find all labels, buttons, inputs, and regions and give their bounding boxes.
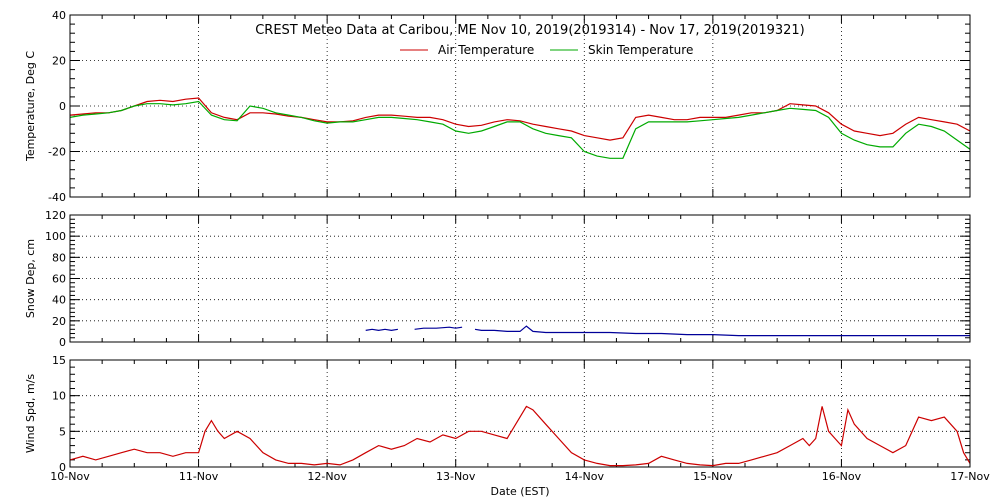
series-line-temperature-skin-temperature xyxy=(69,100,971,159)
panel-frame xyxy=(69,14,971,198)
series-line-snow xyxy=(414,326,463,330)
y-tick-label: 120 xyxy=(45,209,66,222)
x-tick-label: 16-Nov xyxy=(822,470,862,483)
y-axis-label: Temperature, Deg C xyxy=(24,51,37,162)
y-tick-label: 0 xyxy=(59,100,66,113)
panel-frame xyxy=(69,214,971,343)
legend-label-skin: Skin Temperature xyxy=(588,43,693,57)
panel-snow: 0 20 40 60 80 100 120 Snow Dep, cm xyxy=(24,209,971,349)
legend: Air Temperature Skin Temperature xyxy=(400,43,693,57)
y-tick-label: 5 xyxy=(59,425,66,438)
series-line-temperature-air-temperature xyxy=(69,97,971,141)
y-tick-label: 10 xyxy=(52,390,66,403)
y-tick-label: 20 xyxy=(52,55,66,68)
y-tick-label: 40 xyxy=(52,9,66,22)
x-tick-label: 15-Nov xyxy=(693,470,733,483)
panel-wind: 0 5 10 15 Wind Spd, m/s xyxy=(24,354,971,474)
y-tick-label: 40 xyxy=(52,294,66,307)
y-tick-label: -20 xyxy=(48,146,66,159)
x-tick-label: 13-Nov xyxy=(436,470,476,483)
panel-temperature: -40 -20 0 20 40 Temperature, Deg C xyxy=(24,9,971,204)
x-axis-label: Date (EST) xyxy=(490,485,549,498)
x-tick-label: 14-Nov xyxy=(565,470,605,483)
y-tick-label: 60 xyxy=(52,273,66,286)
series-line-snow xyxy=(474,325,970,337)
series-line-wind xyxy=(69,405,971,467)
series-line-snow xyxy=(365,328,399,332)
y-tick-label: 0 xyxy=(59,461,66,474)
x-tick-label: 11-Nov xyxy=(179,470,219,483)
y-tick-label: 15 xyxy=(52,354,66,367)
x-tick-label: 17-Nov xyxy=(950,470,990,483)
panel-frame xyxy=(69,359,971,468)
y-tick-label: 100 xyxy=(45,230,66,243)
x-tick-label: 12-Nov xyxy=(307,470,347,483)
y-tick-label: 20 xyxy=(52,315,66,328)
y-axis-label: Wind Spd, m/s xyxy=(24,374,37,454)
y-tick-label: 0 xyxy=(59,336,66,349)
legend-label-air: Air Temperature xyxy=(438,43,534,57)
chart-title: CREST Meteo Data at Caribou, ME Nov 10, … xyxy=(255,23,805,38)
y-axis-label: Snow Dep, cm xyxy=(24,239,37,318)
y-tick-label: -40 xyxy=(48,191,66,204)
y-tick-label: 80 xyxy=(52,251,66,264)
x-tick-label: 10-Nov xyxy=(50,470,90,483)
